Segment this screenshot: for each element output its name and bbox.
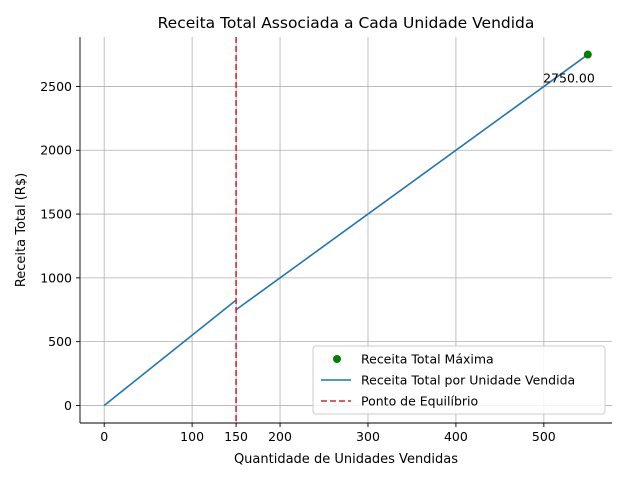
grid xyxy=(80,37,612,423)
revenue-line-segment xyxy=(235,53,589,311)
y-tick-label: 1000 xyxy=(40,270,72,285)
x-tick-label: 300 xyxy=(356,429,380,444)
y-tick-label: 0 xyxy=(64,398,72,413)
max-revenue-point xyxy=(583,50,592,59)
x-tick-label: 500 xyxy=(532,429,556,444)
x-tick-label: 0 xyxy=(100,429,108,444)
x-axis-label: Quantidade de Unidades Vendidas xyxy=(234,452,458,467)
y-tick-label: 2000 xyxy=(40,143,72,158)
y-tick-label: 2500 xyxy=(40,79,72,94)
x-tick-label: 400 xyxy=(444,429,468,444)
max-revenue-annotation: 2750.00 xyxy=(543,71,595,86)
plot-area xyxy=(103,37,592,423)
y-axis-label: Receita Total (R$) xyxy=(14,173,29,287)
legend-label: Ponto de Equilíbrio xyxy=(361,394,478,409)
revenue-line-segment xyxy=(103,299,237,407)
legend-marker-max-revenue xyxy=(333,355,341,363)
x-tick-label: 150 xyxy=(224,429,248,444)
legend-label: Receita Total por Unidade Vendida xyxy=(361,373,575,388)
legend-box xyxy=(312,345,606,415)
axes: 0 100 150 200 300 400 500 0 500 1000 1500 2000 2500 xyxy=(40,37,612,444)
y-tick-label: 500 xyxy=(48,334,72,349)
x-tick-label: 200 xyxy=(268,429,292,444)
legend[interactable]: Receita Total Máxima Receita Total por Un… xyxy=(312,345,606,415)
legend-label: Receita Total Máxima xyxy=(361,352,494,367)
x-tick-label: 100 xyxy=(180,429,204,444)
annotations: 2750.00 xyxy=(543,71,595,86)
chart-title: Receita Total Associada a Cada Unidade V… xyxy=(158,14,535,32)
y-tick-label: 1500 xyxy=(40,207,72,222)
